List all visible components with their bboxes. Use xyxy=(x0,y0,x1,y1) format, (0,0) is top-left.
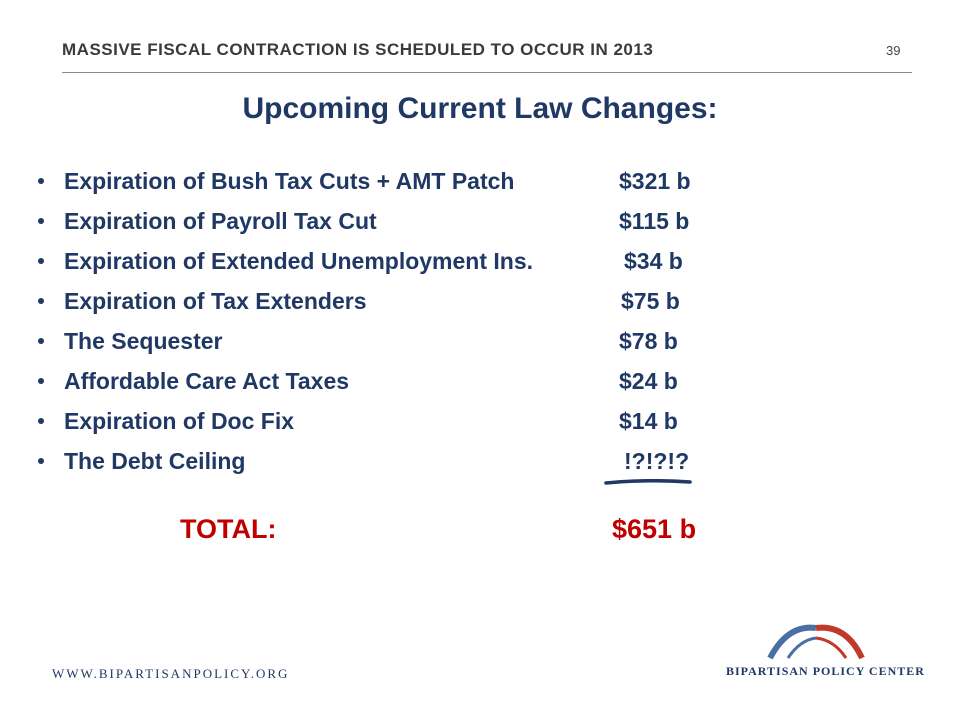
total-value: $651 b xyxy=(612,514,697,544)
list-item: The Sequester $78 b xyxy=(0,328,960,368)
bullet-icon xyxy=(38,338,44,344)
header-divider xyxy=(62,72,912,73)
item-value: $321 b xyxy=(619,168,691,194)
slide-title: Upcoming Current Law Changes: xyxy=(242,92,718,125)
bullet-icon xyxy=(38,258,44,264)
item-value: $75 b xyxy=(621,288,680,314)
bullet-icon xyxy=(38,458,44,464)
item-value: !?!?!? xyxy=(624,448,690,474)
item-value: $14 b xyxy=(619,408,678,434)
page-number: 39 xyxy=(886,43,901,58)
total-label: TOTAL: xyxy=(180,514,277,544)
bullet-icon xyxy=(38,178,44,184)
list-item: Expiration of Payroll Tax Cut $115 b xyxy=(0,208,960,248)
list-item: The Debt Ceiling !?!?!? xyxy=(0,448,960,488)
item-label: Expiration of Tax Extenders xyxy=(64,288,367,314)
item-value: $24 b xyxy=(619,368,678,394)
bullet-icon xyxy=(38,218,44,224)
header-title: MASSIVE FISCAL CONTRACTION IS SCHEDULED … xyxy=(62,40,654,59)
item-label: Affordable Care Act Taxes xyxy=(64,368,350,394)
item-label: Expiration of Payroll Tax Cut xyxy=(64,208,377,234)
item-label: The Sequester xyxy=(64,328,223,354)
item-label: Expiration of Bush Tax Cuts + AMT Patch xyxy=(64,168,515,194)
item-label: Expiration of Extended Unemployment Ins. xyxy=(64,248,534,274)
item-label: The Debt Ceiling xyxy=(64,448,246,474)
list-item: Affordable Care Act Taxes $24 b xyxy=(0,368,960,408)
list-item: Expiration of Extended Unemployment Ins.… xyxy=(0,248,960,288)
item-value: $115 b xyxy=(619,208,690,234)
list-item: Expiration of Tax Extenders $75 b xyxy=(0,288,960,328)
bullet-icon xyxy=(38,378,44,384)
arch-logo-icon xyxy=(767,624,865,660)
item-label: Expiration of Doc Fix xyxy=(64,408,295,434)
list-item: Expiration of Doc Fix $14 b xyxy=(0,408,960,448)
footer-url: WWW.BIPARTISANPOLICY.ORG xyxy=(52,666,290,681)
bullet-icon xyxy=(38,298,44,304)
list-item: Expiration of Bush Tax Cuts + AMT Patch … xyxy=(0,168,960,208)
logo-text: BIPARTISAN POLICY CENTER xyxy=(726,664,925,678)
item-value: $34 b xyxy=(624,248,683,274)
bullet-icon xyxy=(38,418,44,424)
item-value: $78 b xyxy=(619,328,678,354)
sum-underline xyxy=(604,479,692,485)
